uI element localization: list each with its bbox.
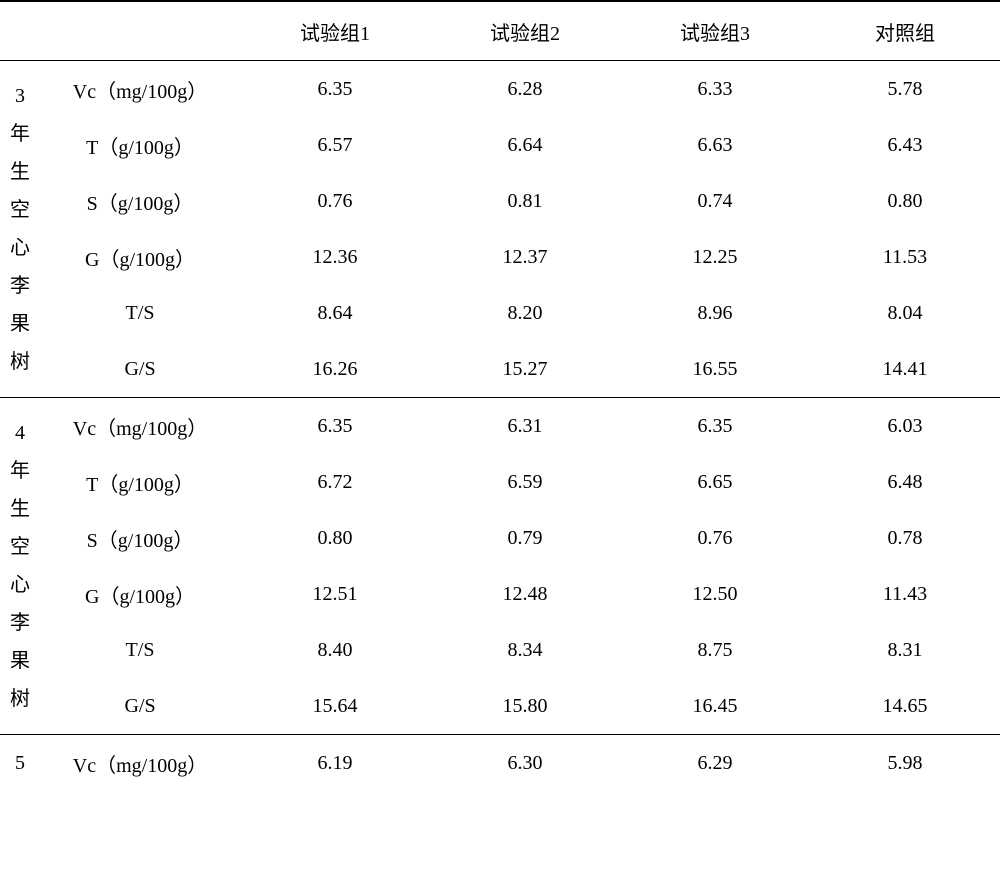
cell: 8.75	[620, 622, 810, 678]
cell: 6.33	[620, 61, 810, 118]
table-row: S（g/100g） 0.80 0.79 0.76 0.78	[0, 510, 1000, 566]
cell: 6.63	[620, 117, 810, 173]
table-row: S（g/100g） 0.76 0.81 0.74 0.80	[0, 173, 1000, 229]
header-col1: 试验组1	[240, 1, 430, 61]
cell: 6.59	[430, 454, 620, 510]
cell: 6.43	[810, 117, 1000, 173]
cell: 6.19	[240, 735, 430, 792]
metric-label: Vc（mg/100g）	[40, 61, 240, 118]
metric-label: Vc（mg/100g）	[40, 398, 240, 455]
cell: 6.31	[430, 398, 620, 455]
cell: 0.78	[810, 510, 1000, 566]
cell: 0.76	[240, 173, 430, 229]
cell: 6.35	[620, 398, 810, 455]
table-row: G（g/100g） 12.36 12.37 12.25 11.53	[0, 229, 1000, 285]
group-label-4: 4年生空心李果树	[0, 398, 40, 735]
cell: 8.40	[240, 622, 430, 678]
cell: 12.36	[240, 229, 430, 285]
cell: 15.27	[430, 341, 620, 398]
cell: 6.48	[810, 454, 1000, 510]
cell: 14.41	[810, 341, 1000, 398]
table-row: T（g/100g） 6.57 6.64 6.63 6.43	[0, 117, 1000, 173]
cell: 0.76	[620, 510, 810, 566]
cell: 6.29	[620, 735, 810, 792]
cell: 11.43	[810, 566, 1000, 622]
cell: 16.45	[620, 678, 810, 735]
group-label-text: 4年生空心李果树	[10, 414, 30, 718]
cell: 8.20	[430, 285, 620, 341]
metric-label: G/S	[40, 678, 240, 735]
table-row: T/S 8.40 8.34 8.75 8.31	[0, 622, 1000, 678]
metric-label: G（g/100g）	[40, 229, 240, 285]
metric-label: T（g/100g）	[40, 117, 240, 173]
metric-label: S（g/100g）	[40, 510, 240, 566]
header-col4: 对照组	[810, 1, 1000, 61]
cell: 8.34	[430, 622, 620, 678]
cell: 5.98	[810, 735, 1000, 792]
cell: 12.50	[620, 566, 810, 622]
cell: 0.81	[430, 173, 620, 229]
cell: 8.96	[620, 285, 810, 341]
cell: 16.26	[240, 341, 430, 398]
table-row: G/S 16.26 15.27 16.55 14.41	[0, 341, 1000, 398]
header-col2: 试验组2	[430, 1, 620, 61]
metric-label: G（g/100g）	[40, 566, 240, 622]
cell: 0.80	[240, 510, 430, 566]
metric-label: Vc（mg/100g）	[40, 735, 240, 792]
metric-label: S（g/100g）	[40, 173, 240, 229]
group-label-3: 3年生空心李果树	[0, 61, 40, 398]
cell: 0.74	[620, 173, 810, 229]
cell: 6.35	[240, 61, 430, 118]
cell: 12.51	[240, 566, 430, 622]
cell: 6.57	[240, 117, 430, 173]
cell: 8.64	[240, 285, 430, 341]
cell: 6.28	[430, 61, 620, 118]
group-label-5: 5	[0, 735, 40, 792]
header-blank	[0, 1, 240, 61]
cell: 0.79	[430, 510, 620, 566]
table-row: G/S 15.64 15.80 16.45 14.65	[0, 678, 1000, 735]
table-row: 4年生空心李果树 Vc（mg/100g） 6.35 6.31 6.35 6.03	[0, 398, 1000, 455]
group-label-text: 5	[10, 744, 30, 782]
cell: 0.80	[810, 173, 1000, 229]
metric-label: G/S	[40, 341, 240, 398]
metric-label: T/S	[40, 622, 240, 678]
cell: 6.03	[810, 398, 1000, 455]
cell: 5.78	[810, 61, 1000, 118]
metric-label: T/S	[40, 285, 240, 341]
group-label-text: 3年生空心李果树	[10, 77, 30, 381]
cell: 12.25	[620, 229, 810, 285]
cell: 16.55	[620, 341, 810, 398]
cell: 15.64	[240, 678, 430, 735]
data-table: 试验组1 试验组2 试验组3 对照组 3年生空心李果树 Vc（mg/100g） …	[0, 0, 1000, 791]
cell: 15.80	[430, 678, 620, 735]
cell: 8.04	[810, 285, 1000, 341]
table-row: 5 Vc（mg/100g） 6.19 6.30 6.29 5.98	[0, 735, 1000, 792]
table-row: 3年生空心李果树 Vc（mg/100g） 6.35 6.28 6.33 5.78	[0, 61, 1000, 118]
table-row: T（g/100g） 6.72 6.59 6.65 6.48	[0, 454, 1000, 510]
cell: 6.64	[430, 117, 620, 173]
cell: 12.48	[430, 566, 620, 622]
table-row: T/S 8.64 8.20 8.96 8.04	[0, 285, 1000, 341]
metric-label: T（g/100g）	[40, 454, 240, 510]
table-row: G（g/100g） 12.51 12.48 12.50 11.43	[0, 566, 1000, 622]
cell: 6.65	[620, 454, 810, 510]
cell: 12.37	[430, 229, 620, 285]
cell: 6.72	[240, 454, 430, 510]
header-row: 试验组1 试验组2 试验组3 对照组	[0, 1, 1000, 61]
cell: 14.65	[810, 678, 1000, 735]
cell: 11.53	[810, 229, 1000, 285]
cell: 6.35	[240, 398, 430, 455]
header-col3: 试验组3	[620, 1, 810, 61]
cell: 8.31	[810, 622, 1000, 678]
cell: 6.30	[430, 735, 620, 792]
